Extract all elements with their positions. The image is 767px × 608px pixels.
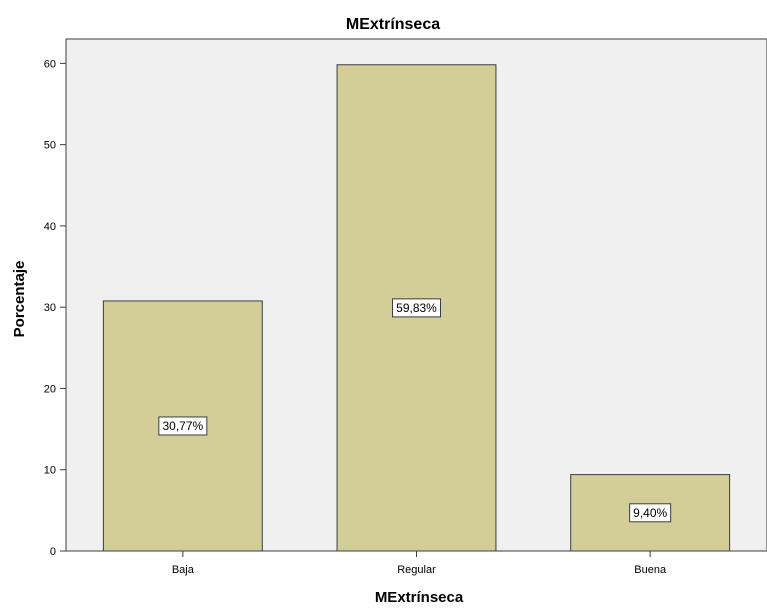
y-tick-label: 40 (44, 221, 56, 233)
data-label-box (158, 416, 208, 436)
chart-title: MExtrínseca (346, 16, 440, 33)
y-tick-label: 10 (44, 465, 56, 477)
data-label: 9,40% (633, 506, 667, 520)
data-label-box (392, 298, 441, 318)
x-tick-label: Buena (634, 564, 667, 576)
y-tick-label: 50 (44, 140, 56, 152)
data-label-box (629, 503, 672, 523)
x-axis-title: MExtrínseca (375, 589, 464, 606)
y-tick-label: 60 (44, 58, 56, 70)
bars-group: 30,77% 59,83% 9,40% (102, 64, 731, 552)
y-axis-title: Porcentaje (11, 261, 28, 338)
x-axis: Baja Regular Buena (172, 551, 667, 576)
x-tick-label: Baja (172, 564, 195, 576)
x-tick-label: Regular (397, 564, 436, 576)
y-tick-label: 30 (44, 302, 56, 314)
y-axis: 0 10 20 30 40 50 60 (44, 58, 66, 558)
y-tick-label: 20 (44, 383, 56, 395)
y-tick-label: 0 (50, 546, 56, 558)
data-label: 30,77% (162, 419, 203, 433)
data-label: 59,83% (396, 301, 437, 315)
